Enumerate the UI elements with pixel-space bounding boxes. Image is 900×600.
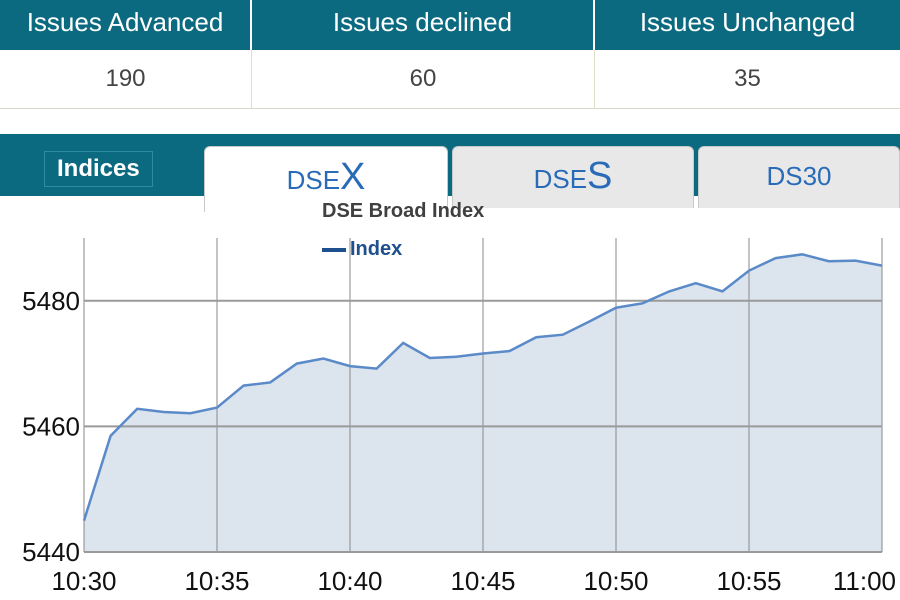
x-tick-label: 10:55: [716, 566, 781, 596]
x-tick-label: 10:35: [184, 566, 249, 596]
x-tick-label: 10:40: [317, 566, 382, 596]
index-area-chart: 5440 5460 5480 10:30 10:35 10:40 10:45 10:50 10:…: [22, 238, 896, 596]
value-issues-unchanged: 35: [734, 65, 761, 92]
tab-dsex-suffix: X: [340, 156, 366, 198]
tab-dses-suffix: S: [587, 155, 613, 197]
y-tick-label: 5480: [22, 286, 80, 316]
tab-ds30[interactable]: DS30: [698, 146, 900, 208]
y-tick-label: 5460: [22, 411, 80, 441]
value-issues-declined: 60: [252, 50, 595, 108]
chart-title: DSE Broad Index: [322, 200, 485, 222]
stats-header-row: Issues Advanced Issues declined Issues U…: [0, 0, 900, 50]
chart-legend: Index: [322, 238, 402, 261]
indices-label: Indices: [44, 151, 153, 187]
tab-dses-prefix: DSE: [533, 164, 588, 194]
x-tick-label: 11:00: [833, 566, 896, 596]
tab-dsex[interactable]: DSEX: [204, 146, 448, 212]
market-stats-table: Issues Advanced Issues declined Issues U…: [0, 0, 900, 109]
tab-bar-divider: [0, 196, 900, 206]
header-issues-unchanged: Issues Unchanged: [639, 7, 856, 37]
x-tick-label: 10:30: [51, 566, 116, 596]
y-tick-label: 5440: [22, 537, 80, 567]
value-issues-advanced: 190: [0, 50, 252, 108]
legend-swatch: [322, 247, 346, 252]
header-issues-advanced: Issues Advanced: [0, 0, 252, 50]
legend-label: Index: [350, 238, 403, 260]
tab-dses[interactable]: DSES: [452, 146, 694, 208]
header-issues-declined: Issues declined: [252, 0, 595, 50]
x-tick-label: 10:45: [450, 566, 515, 596]
index-series-line: [82, 253, 883, 521]
x-tick-label: 10:50: [583, 566, 648, 596]
stats-value-row: 190 60 35: [0, 50, 900, 109]
tab-dsex-prefix: DSE: [286, 165, 341, 195]
